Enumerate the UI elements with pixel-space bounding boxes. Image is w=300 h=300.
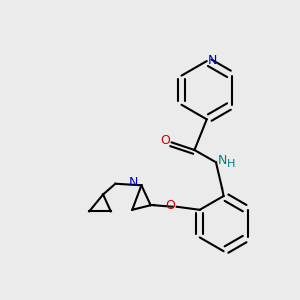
Text: N: N — [218, 154, 227, 167]
Text: N: N — [129, 176, 138, 189]
Text: N: N — [208, 54, 217, 67]
Text: O: O — [160, 134, 170, 147]
Text: O: O — [165, 199, 175, 212]
Text: H: H — [227, 159, 236, 169]
